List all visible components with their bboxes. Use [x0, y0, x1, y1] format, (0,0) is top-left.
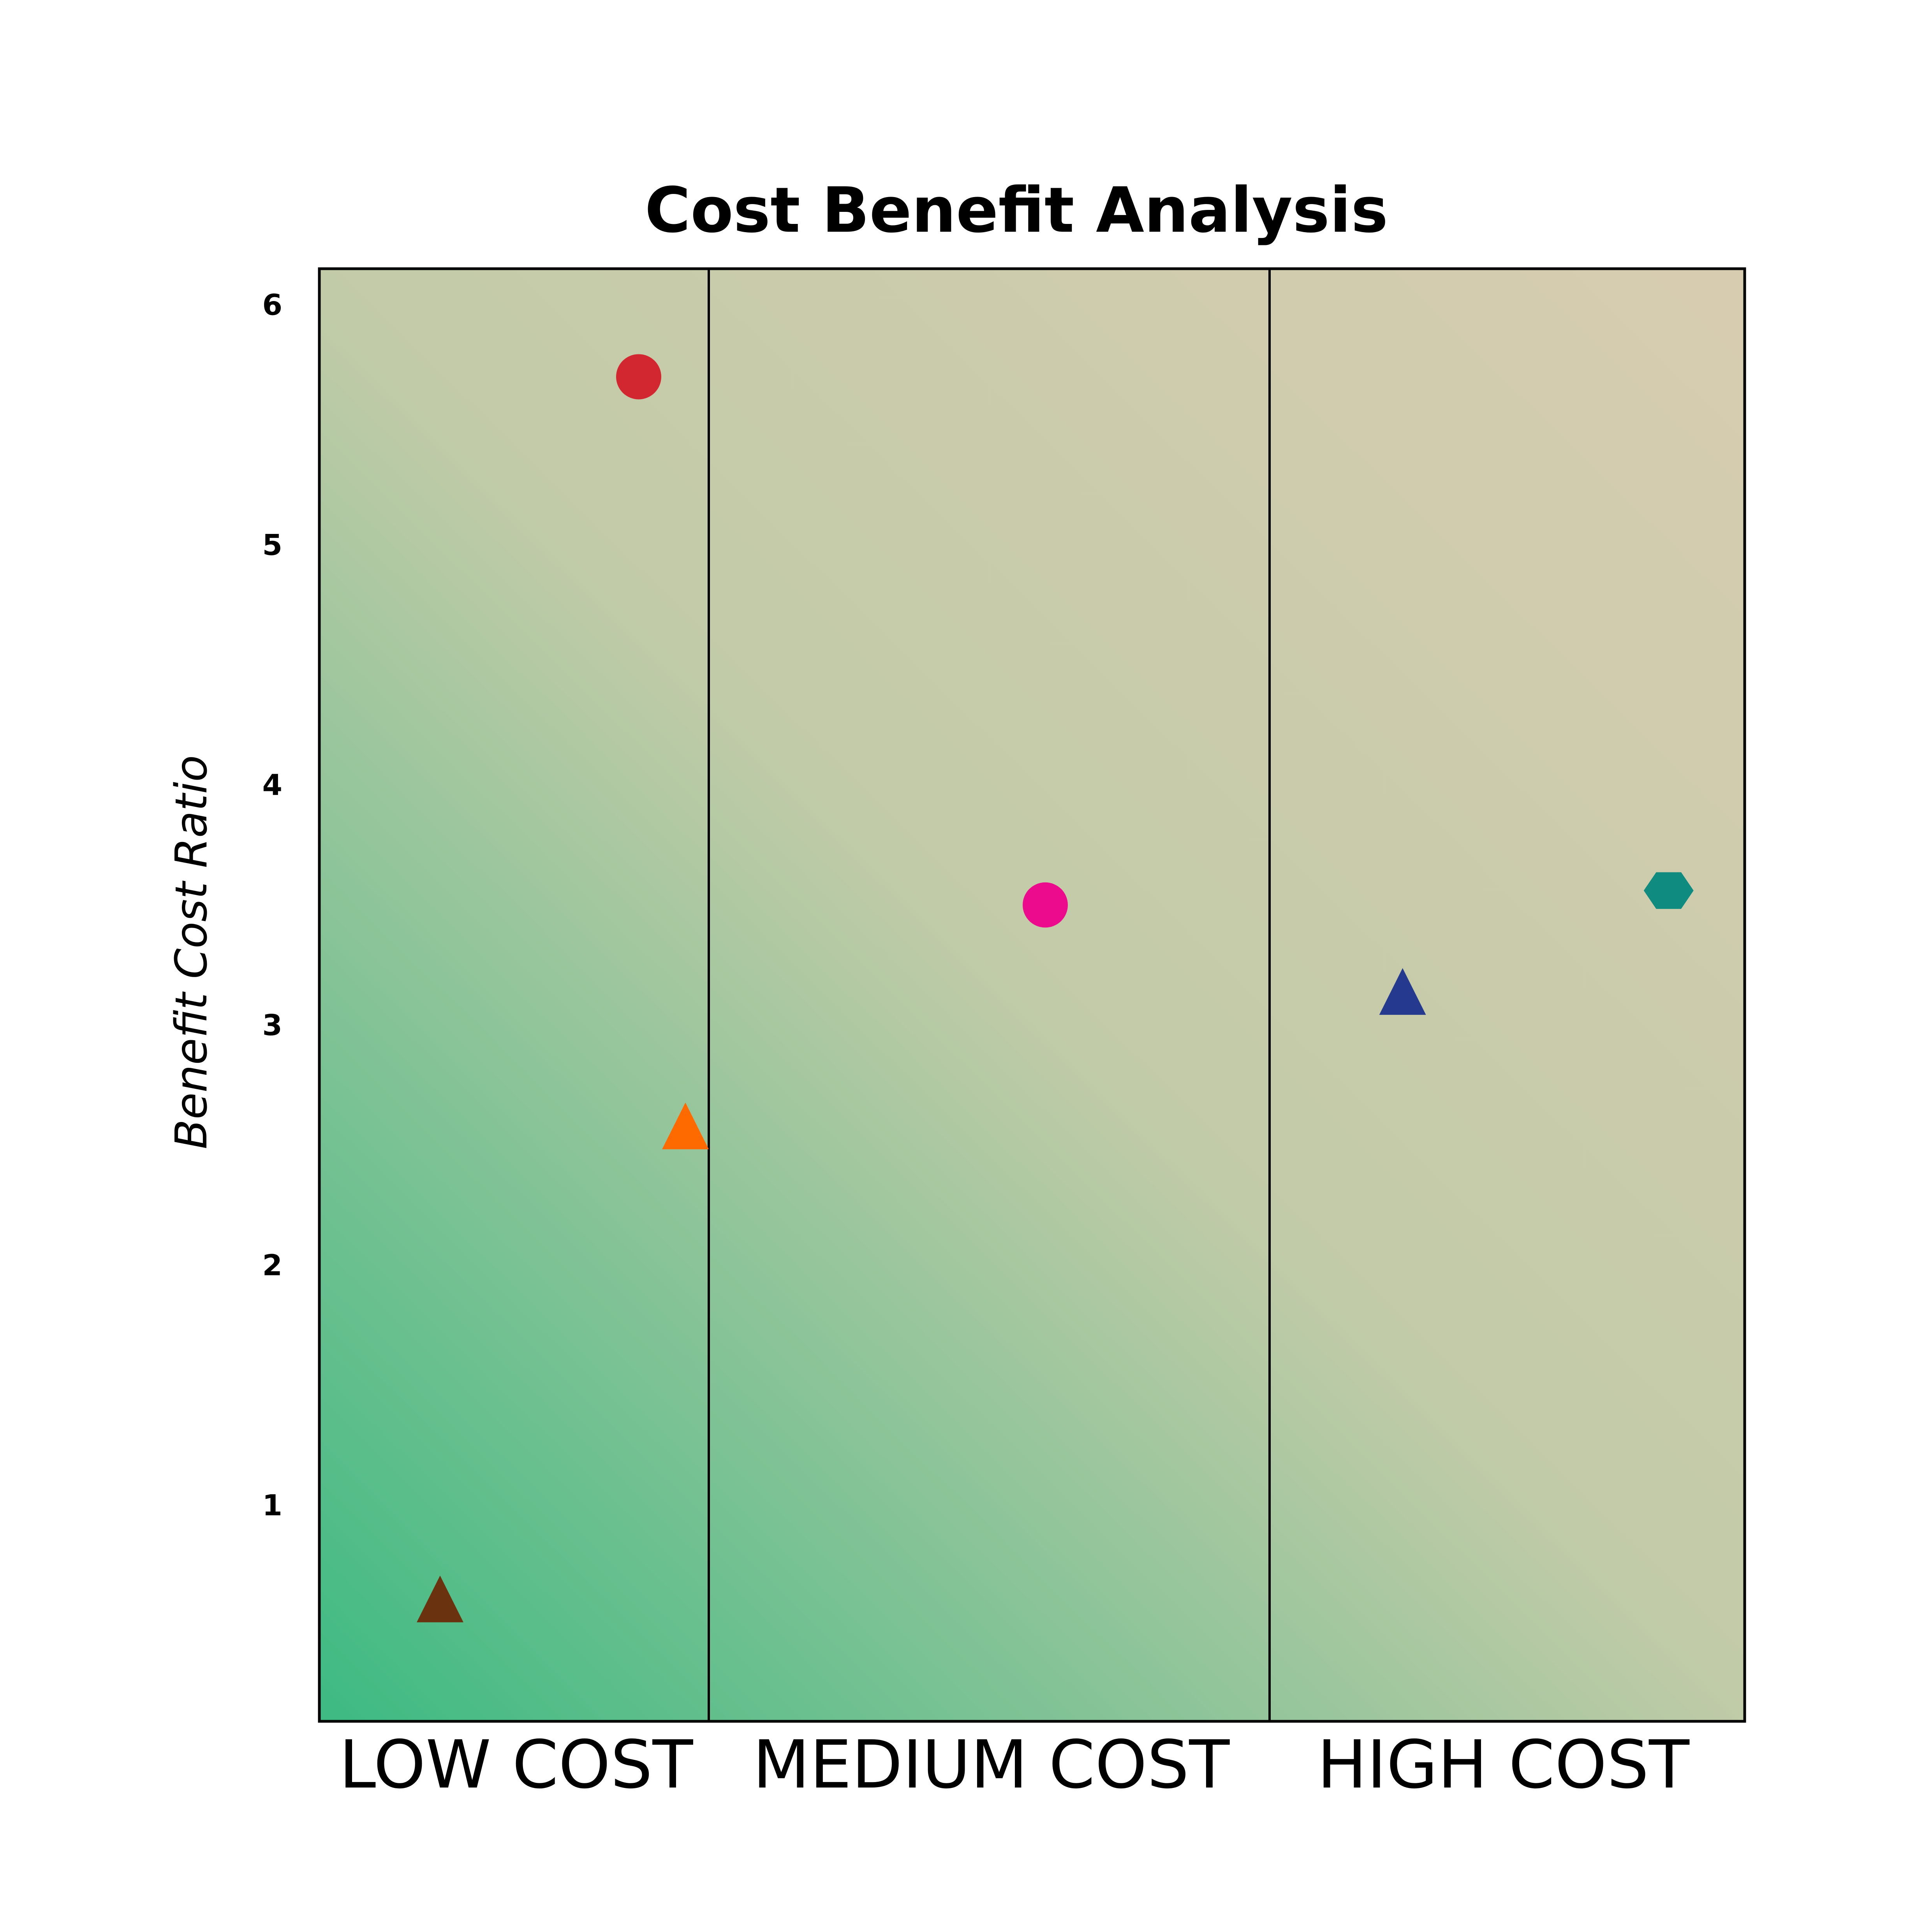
data-point-circle [1023, 882, 1068, 928]
x-axis-categories: LOW COST MEDIUM COST HIGH COST [339, 1726, 1690, 1803]
y-tick-label: 3 [262, 1009, 283, 1042]
y-axis-ticks: 1 2 3 4 5 6 [262, 288, 283, 1522]
chart-title: Cost Benefit Analysis [645, 174, 1388, 247]
y-tick-label: 6 [262, 288, 283, 322]
y-axis-label: Benefit Cost Ratio [166, 755, 217, 1149]
y-tick-label: 2 [262, 1249, 283, 1282]
data-point-hexagon [1643, 872, 1694, 909]
y-tick-label: 4 [262, 769, 283, 802]
y-tick-label: 5 [262, 528, 283, 562]
data-point-triangle [1379, 968, 1426, 1015]
y-tick-label: 1 [262, 1489, 283, 1522]
data-point-triangle [417, 1575, 463, 1622]
data-point-triangle [662, 1102, 709, 1150]
x-category-label: LOW COST [339, 1726, 694, 1803]
category-dividers [708, 269, 1271, 1721]
data-points [417, 354, 1694, 1622]
plot-area [319, 269, 1745, 1721]
x-category-label: HIGH COST [1317, 1726, 1690, 1803]
x-category-label: MEDIUM COST [753, 1726, 1230, 1803]
plot-border [318, 267, 1746, 1723]
data-point-circle [616, 354, 661, 400]
